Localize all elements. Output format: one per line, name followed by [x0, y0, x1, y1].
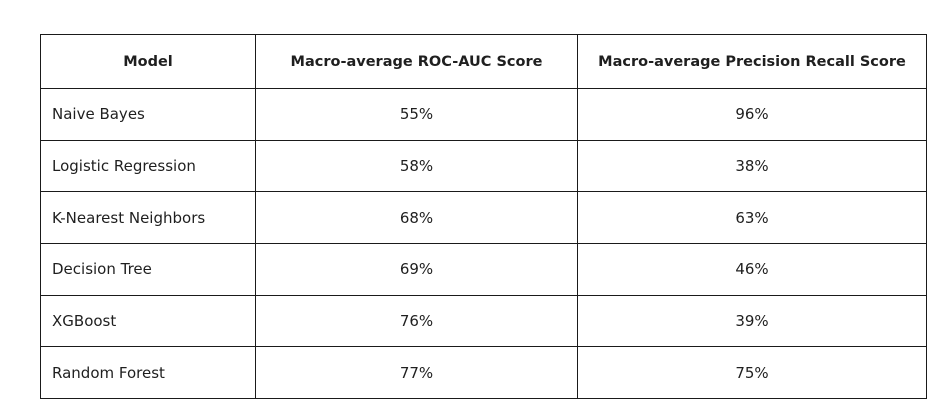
- precision-recall-cell: 75%: [577, 346, 927, 400]
- precision-recall-cell: 38%: [577, 139, 927, 193]
- model-scores-table: Model Macro-average ROC-AUC Score Macro-…: [40, 34, 927, 400]
- table-row: K-Nearest Neighbors 68% 63%: [40, 191, 927, 245]
- header-row: Model Macro-average ROC-AUC Score Macro-…: [40, 34, 927, 89]
- table-row: Naive Bayes 55% 96%: [40, 88, 927, 141]
- table-row: Random Forest 77% 75%: [40, 346, 927, 400]
- precision-recall-cell: 39%: [577, 294, 927, 348]
- model-name-cell: Decision Tree: [40, 243, 256, 296]
- precision-recall-cell: 96%: [577, 88, 927, 141]
- table-row: Logistic Regression 58% 38%: [40, 139, 927, 193]
- precision-recall-cell: 46%: [577, 243, 927, 296]
- model-name-cell: XGBoost: [40, 294, 256, 348]
- roc-auc-cell: 68%: [255, 191, 578, 245]
- table-header: Model Macro-average ROC-AUC Score Macro-…: [40, 34, 927, 89]
- table-row: Decision Tree 69% 46%: [40, 243, 927, 296]
- header-precision-recall: Macro-average Precision Recall Score: [577, 34, 927, 89]
- header-model: Model: [40, 34, 256, 89]
- roc-auc-cell: 76%: [255, 294, 578, 348]
- model-name-cell: Naive Bayes: [40, 88, 256, 141]
- model-name-cell: Random Forest: [40, 346, 256, 400]
- roc-auc-cell: 55%: [255, 88, 578, 141]
- table-body: Naive Bayes 55% 96% Logistic Regression …: [40, 88, 927, 400]
- roc-auc-cell: 69%: [255, 243, 578, 296]
- roc-auc-cell: 77%: [255, 346, 578, 400]
- model-name-cell: Logistic Regression: [40, 139, 256, 193]
- table-row: XGBoost 76% 39%: [40, 294, 927, 348]
- header-roc-auc: Macro-average ROC-AUC Score: [255, 34, 578, 89]
- roc-auc-cell: 58%: [255, 139, 578, 193]
- model-name-cell: K-Nearest Neighbors: [40, 191, 256, 245]
- precision-recall-cell: 63%: [577, 191, 927, 245]
